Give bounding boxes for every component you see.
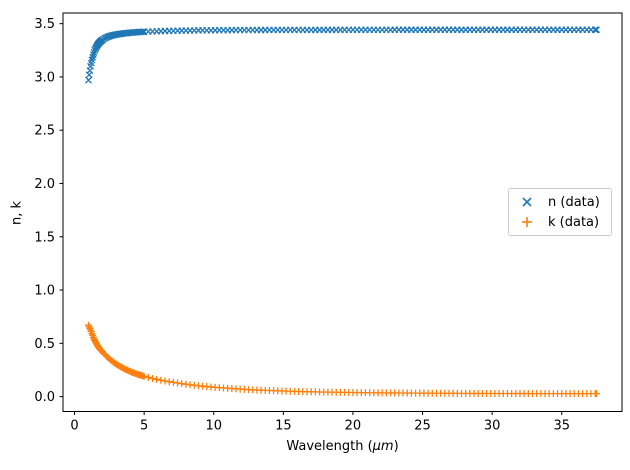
legend-item-n: n (data) [519,194,603,210]
y-tick-label: 3.5 [34,17,55,32]
plus-marker-icon [522,217,532,227]
x-tick-label: 0 [70,419,78,434]
x-axis-label-text: Wavelength ( [286,439,373,454]
y-tick-label: 3.0 [34,70,55,85]
x-tick-label: 25 [414,419,431,434]
x-axis-unit: μm [372,439,394,454]
y-tick-label: 1.0 [34,284,55,299]
axes-frame [62,12,623,412]
x-tick-label: 30 [484,419,501,434]
x-tick-label: 15 [275,419,292,434]
axis-ticks: 0 5 10 15 20 25 30 35 0.0 0.5 1.0 1.5 2.0 2.5 3.0 3.5 [34,17,570,433]
y-tick-label: 0.5 [34,337,55,352]
x-marker-icon [522,197,532,207]
x-tick-label: 20 [345,419,362,434]
y-axis-label: n, k [9,200,25,226]
series-markers-+ [84,321,601,398]
x-axis-label: Wavelength (μm) [63,439,622,454]
series-markers-x [85,26,600,84]
legend: n (data) k (data) [508,188,612,236]
legend-label-k: k (data) [548,214,600,230]
x-axis-label-close: ) [393,439,399,454]
legend-label-n: n (data) [548,194,600,210]
x-tick-label: 10 [205,419,222,434]
y-tick-label: 0.0 [34,390,55,405]
legend-item-k: k (data) [519,214,603,230]
y-tick-label: 1.5 [34,230,55,245]
y-tick-label: 2.0 [34,177,55,192]
x-tick-label: 35 [553,419,570,434]
data-markers [84,26,601,398]
x-tick-label: 5 [140,419,148,434]
y-tick-label: 2.5 [34,124,55,139]
